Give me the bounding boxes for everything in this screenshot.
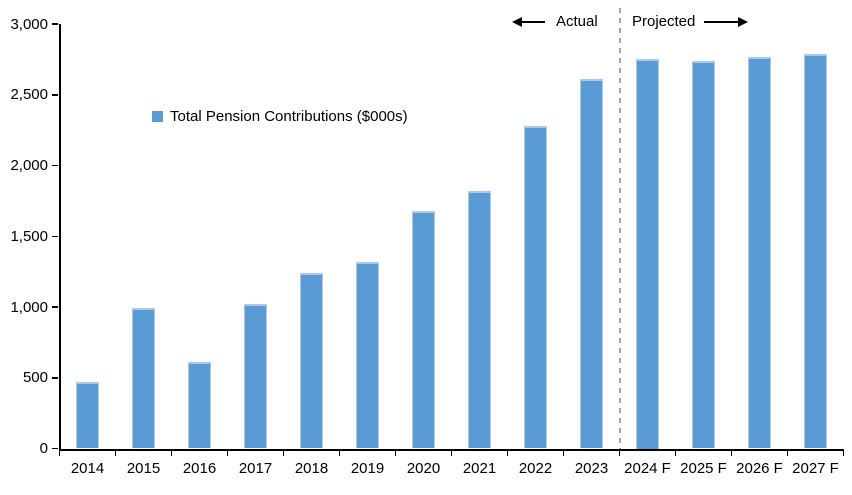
right-arrow-icon (738, 17, 748, 27)
y-axis-line (58, 24, 61, 450)
legend-swatch-icon (152, 111, 163, 122)
x-axis-tick (450, 450, 453, 456)
bar-2020 (412, 210, 435, 449)
x-axis-label-2026-f: 2026 F (736, 460, 783, 477)
x-axis-tick (562, 450, 565, 456)
bar-2023 (580, 79, 603, 449)
y-axis-tick (52, 235, 58, 237)
x-axis-tick (226, 450, 229, 456)
right-arrow-line (704, 21, 738, 23)
x-axis-label-2016: 2016 (182, 460, 217, 477)
y-axis-tick-label: 500 (22, 369, 48, 387)
x-axis-tick (506, 450, 509, 456)
bar-2014 (76, 381, 99, 449)
y-axis-tick-label: 1,000 (10, 298, 48, 316)
bar-2025-f (692, 60, 715, 449)
left-arrow-line (521, 21, 545, 23)
x-axis-tick (282, 450, 285, 456)
bar-2021 (468, 190, 491, 449)
x-axis-label-2022: 2022 (518, 460, 553, 477)
y-axis-tick-label: 2,000 (10, 157, 48, 174)
x-axis-tick (786, 450, 789, 456)
bar-2016 (188, 362, 211, 449)
y-axis-tick (52, 94, 58, 96)
x-axis-label-2018: 2018 (294, 460, 329, 477)
legend: Total Pension Contributions ($000s) (152, 108, 408, 125)
y-axis-tick-label: 1,500 (10, 227, 48, 245)
x-axis-label-2017: 2017 (238, 460, 273, 477)
y-axis-tick-label: 3,000 (10, 15, 48, 33)
left-arrow-icon (512, 17, 522, 27)
actual-projected-divider (618, 8, 621, 449)
legend-label: Total Pension Contributions ($000s) (170, 108, 408, 125)
x-axis-tick (842, 450, 845, 456)
x-axis-tick (618, 450, 621, 456)
bar-2024-f (636, 59, 659, 449)
bar-2015 (132, 308, 155, 449)
x-axis-label-2027-f: 2027 F (792, 460, 839, 477)
x-axis-tick (730, 450, 733, 456)
y-axis-tick (52, 164, 58, 167)
y-axis-tick (52, 447, 58, 450)
x-axis-tick (114, 450, 117, 456)
bar-2022 (524, 125, 547, 449)
x-axis-line (58, 448, 844, 451)
y-axis-tick (52, 306, 58, 308)
bar-2018 (300, 273, 323, 449)
x-axis-tick (170, 450, 173, 456)
x-axis-label-2015: 2015 (126, 460, 161, 477)
x-axis-tick (338, 450, 341, 456)
x-axis-tick (58, 450, 61, 456)
x-axis-tick (394, 450, 397, 456)
projected-label: Projected (632, 13, 696, 30)
x-axis-tick (674, 450, 677, 456)
x-axis-label-2024-f: 2024 F (624, 460, 671, 477)
bar-2027-f (804, 53, 827, 449)
x-axis-label-2019: 2019 (350, 460, 385, 477)
bar-2026-f (748, 57, 771, 449)
x-axis-label-2020: 2020 (406, 460, 441, 477)
y-axis-tick-label: 0 (39, 440, 48, 457)
actual-label: Actual (556, 13, 598, 30)
x-axis-label-2025-f: 2025 F (680, 460, 727, 477)
bar-2019 (356, 261, 379, 449)
bar-2017 (244, 304, 267, 449)
x-axis-label-2014: 2014 (70, 460, 105, 477)
x-axis-label-2021: 2021 (462, 460, 497, 477)
x-axis-label-2023: 2023 (574, 460, 609, 477)
y-axis-tick (52, 23, 58, 25)
y-axis-tick (52, 377, 58, 379)
y-axis-tick-label: 2,500 (10, 86, 48, 104)
